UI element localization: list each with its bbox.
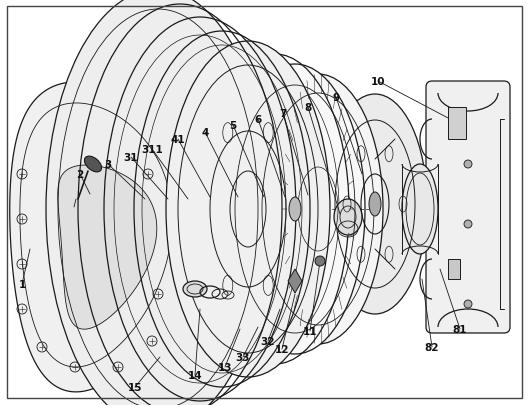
Ellipse shape bbox=[166, 42, 330, 377]
Text: 5: 5 bbox=[230, 121, 236, 131]
Ellipse shape bbox=[225, 65, 365, 354]
Text: 10: 10 bbox=[371, 77, 385, 87]
Text: 9: 9 bbox=[332, 93, 340, 103]
Text: 6: 6 bbox=[254, 115, 262, 125]
Text: 13: 13 bbox=[218, 362, 232, 372]
Text: 15: 15 bbox=[127, 382, 142, 392]
Text: 31: 31 bbox=[124, 153, 138, 162]
Ellipse shape bbox=[183, 281, 207, 297]
Text: 81: 81 bbox=[453, 324, 467, 334]
Text: 2: 2 bbox=[76, 170, 84, 179]
Text: 82: 82 bbox=[425, 342, 439, 352]
Ellipse shape bbox=[464, 300, 472, 308]
FancyBboxPatch shape bbox=[426, 82, 510, 333]
Ellipse shape bbox=[289, 198, 301, 222]
Text: 7: 7 bbox=[279, 109, 287, 119]
Ellipse shape bbox=[464, 161, 472, 168]
Ellipse shape bbox=[253, 75, 383, 344]
Polygon shape bbox=[10, 83, 190, 392]
Ellipse shape bbox=[369, 192, 381, 216]
Ellipse shape bbox=[85, 157, 102, 173]
Ellipse shape bbox=[323, 95, 427, 314]
Text: 1: 1 bbox=[19, 279, 25, 289]
Text: 11: 11 bbox=[303, 326, 317, 336]
Bar bbox=[448, 108, 466, 140]
Bar bbox=[448, 259, 460, 279]
Ellipse shape bbox=[402, 164, 438, 254]
Text: 12: 12 bbox=[275, 344, 289, 354]
Ellipse shape bbox=[315, 256, 325, 266]
Polygon shape bbox=[288, 269, 302, 293]
Text: 14: 14 bbox=[188, 370, 202, 380]
Text: 8: 8 bbox=[304, 103, 312, 113]
Ellipse shape bbox=[46, 0, 270, 405]
Polygon shape bbox=[58, 166, 157, 329]
Text: 311: 311 bbox=[141, 145, 163, 155]
Text: 32: 32 bbox=[261, 336, 275, 346]
Ellipse shape bbox=[464, 220, 472, 228]
Text: 4: 4 bbox=[202, 128, 208, 138]
Text: 33: 33 bbox=[236, 352, 250, 362]
Ellipse shape bbox=[334, 200, 362, 235]
Text: 3: 3 bbox=[104, 160, 112, 170]
Text: 41: 41 bbox=[171, 135, 185, 145]
